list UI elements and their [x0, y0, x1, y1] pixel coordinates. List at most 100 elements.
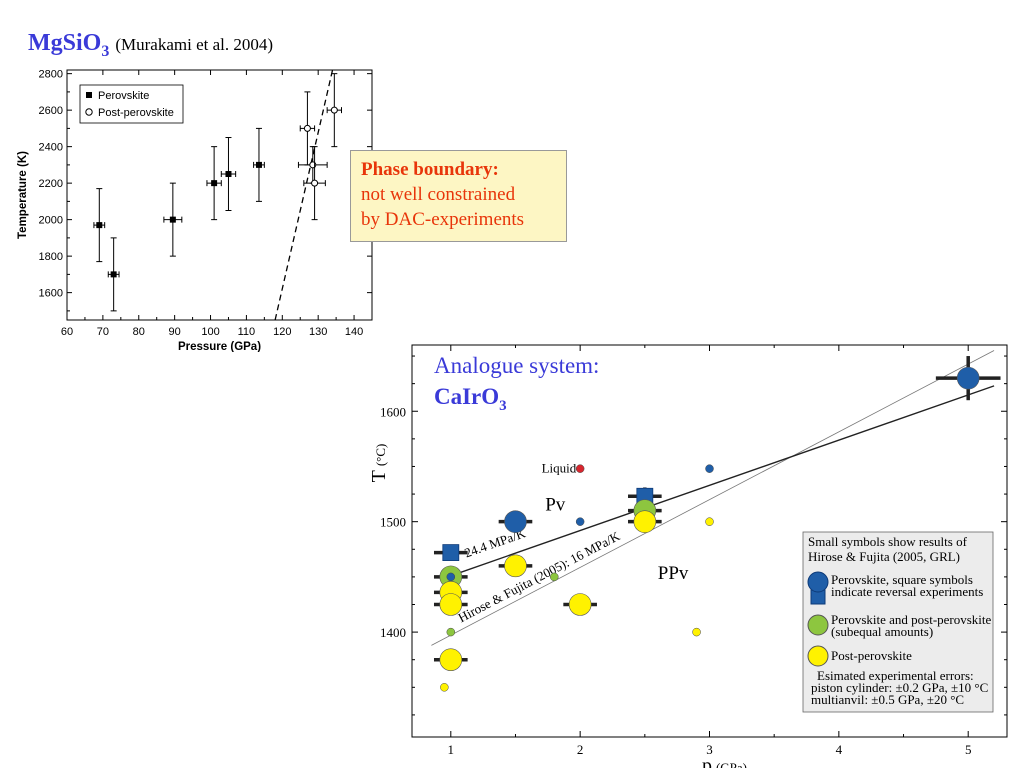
post_perovskite-small-point	[440, 683, 449, 692]
legend-post-perovskite-line1: Post-perovskite	[831, 648, 912, 663]
legend-perovskite-line2: indicate reversal experiments	[831, 584, 983, 599]
x-tick-label: 120	[273, 326, 291, 338]
legend-header-2: Hirose & Fujita (2005, GRL)	[808, 549, 960, 564]
legend-mixed-line1: Perovskite and post-perovskite	[831, 612, 992, 627]
legend-perovskite-marker	[86, 92, 92, 98]
perovskite-square-point	[442, 544, 460, 561]
x-tick-label: 3	[706, 742, 713, 757]
x-tick-label: 4	[836, 742, 843, 757]
perovskite-small-point	[705, 464, 714, 473]
perovskite-point	[504, 510, 527, 533]
x-tick-label: 130	[309, 326, 327, 338]
y-axis-label: Temperature (K)	[17, 151, 29, 239]
x-tick-label: 140	[345, 326, 363, 338]
y-tick-label: 1600	[380, 404, 406, 419]
chart-subtitle: CaIrO3	[434, 384, 507, 414]
mgsio3-title: MgSiO3 (Murakami et al. 2004)	[28, 30, 273, 64]
formula-main: MgSiO	[28, 30, 102, 56]
perovskite-point	[956, 366, 980, 390]
x-tick-label: 110	[238, 326, 256, 338]
callout-line-1: not well constrained	[361, 184, 516, 205]
subtitle-subscript: 3	[499, 398, 507, 414]
x-axis-label-main: p	[702, 755, 712, 768]
perovskite-point	[255, 161, 262, 168]
perovskite-point	[96, 222, 103, 229]
mgsio3-formula: MgSiO3	[28, 30, 109, 60]
x-tick-label: 60	[61, 326, 73, 338]
mixed-small-point	[550, 572, 559, 582]
y-axis-label: T (°C)	[368, 444, 390, 483]
legend-post-perovskite-circle	[807, 645, 829, 667]
y-tick-label: 1800	[39, 251, 63, 263]
post_perovskite-small-point	[692, 627, 701, 637]
legend-perovskite-label: Perovskite	[98, 90, 149, 102]
y-axis-label-unit: (°C)	[373, 444, 388, 467]
legend-post-perovskite-label: Post-perovskite	[98, 107, 174, 119]
post_perovskite-point	[568, 593, 592, 616]
legend-header-1: Small symbols show results of	[808, 534, 968, 549]
legend-mixed-line2: (subequal amounts)	[831, 624, 933, 639]
callout-line-2: by DAC-experiments	[361, 209, 525, 230]
legend-post-perovskite-marker	[85, 108, 93, 116]
post_perovskite-small-point	[705, 517, 714, 526]
legend-box	[79, 84, 184, 124]
post_perovskite-point	[439, 648, 463, 672]
legend-box	[802, 531, 994, 713]
post-perovskite-point	[303, 124, 311, 132]
legend-errors-1: Esimated experimental errors:	[817, 668, 974, 683]
x-tick-label: 80	[133, 326, 145, 338]
y-tick-label: 2400	[39, 142, 63, 154]
phase-boundary-line	[274, 69, 334, 321]
cairo3-chart: 1 2 3 4 5 1400 1500 1600 p (GPa) T (°C) Analogue sys…	[368, 344, 1008, 768]
post-perovskite-point	[311, 179, 319, 187]
x-tick-label: 70	[97, 326, 109, 338]
perovskite-point	[211, 180, 218, 187]
y-tick-label: 2600	[39, 105, 63, 117]
liquid-label: Liquid	[542, 461, 577, 476]
x-tick-label: 2	[577, 742, 584, 757]
legend-perovskite-line1: Perovskite, square symbols	[831, 572, 973, 587]
legend-mixed-circle	[807, 614, 829, 636]
region-label-ppv: PPv	[658, 563, 689, 584]
y-tick-label: 2000	[39, 215, 63, 227]
legend: Perovskite Post-perovskite	[79, 84, 184, 124]
fit-line	[450, 385, 995, 577]
y-axis-label-main: T	[368, 470, 390, 482]
x-tick-label: 90	[169, 326, 181, 338]
post_perovskite-point	[504, 554, 527, 578]
perovskite-small-point	[446, 572, 456, 582]
y-tick-label: 1400	[380, 625, 406, 640]
perovskite-point	[110, 271, 117, 278]
callout-heading: Phase boundary:	[361, 159, 499, 180]
post-perovskite-point	[330, 106, 338, 114]
mgsio3-chart: 60 70 80 90 100 110 120 130 140 1600 1800 2000 2200 2…	[17, 69, 373, 352]
legend-errors-2: piston cylinder: ±0.2 GPa, ±10 °C	[811, 680, 988, 695]
subtitle-main: CaIrO	[434, 384, 499, 409]
legend-perovskite-circle	[807, 571, 829, 593]
x-axis-label: Pressure (GPa)	[178, 341, 261, 352]
x-tick-label: 100	[201, 326, 219, 338]
citation: (Murakami et al. 2004)	[115, 35, 274, 54]
y-tick-label: 2800	[39, 69, 63, 81]
hirose-fujita-line	[431, 350, 995, 646]
formula-subscript: 3	[101, 42, 110, 60]
phase-boundary-callout: Phase boundary: not well constrained by …	[350, 150, 567, 242]
y-tick-label: 1500	[380, 515, 406, 530]
chart-title: Analogue system:	[434, 353, 599, 378]
x-tick-label: 1	[448, 742, 455, 757]
x-tick-label: 5	[965, 742, 972, 757]
perovskite-point	[169, 216, 176, 223]
mixed-small-point	[446, 627, 456, 637]
liquid-small-point	[575, 464, 585, 473]
x-axis-label: p (GPa)	[702, 755, 747, 768]
post_perovskite-point	[439, 593, 463, 616]
lines-group	[431, 350, 995, 646]
region-label-pv: Pv	[545, 495, 566, 516]
post_perovskite-point	[633, 510, 657, 533]
perovskite-small-point	[575, 517, 585, 526]
y-tick-label: 1600	[39, 288, 63, 300]
x-axis-label-unit: (GPa)	[716, 760, 747, 768]
perovskite-point	[225, 171, 232, 178]
legend-errors-3: multianvil: ±0.5 GPa, ±20 °C	[811, 692, 964, 707]
